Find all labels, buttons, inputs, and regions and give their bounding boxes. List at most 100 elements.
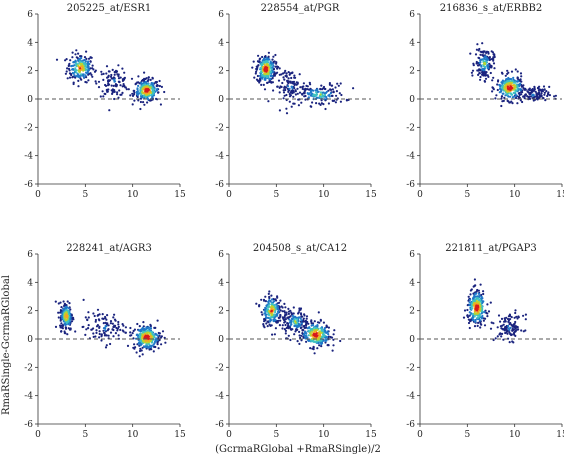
- data-point: [474, 53, 478, 56]
- data-point: [60, 306, 63, 309]
- data-point: [104, 346, 108, 349]
- data-point: [327, 94, 330, 97]
- data-point: [337, 84, 340, 87]
- data-point: [489, 301, 492, 304]
- data-point: [285, 313, 288, 316]
- data-point: [485, 51, 488, 55]
- data-point: [130, 77, 134, 80]
- data-point: [470, 307, 474, 310]
- data-point: [278, 67, 281, 70]
- data-point: [477, 49, 480, 52]
- data-point: [140, 337, 143, 340]
- data-point: [124, 331, 127, 334]
- data-point: [495, 94, 498, 97]
- data-point: [263, 88, 267, 91]
- data-point: [515, 94, 518, 97]
- data-point: [540, 92, 543, 95]
- data-point: [481, 314, 484, 318]
- data-point: [291, 82, 294, 85]
- y-tick-label: 2: [218, 67, 224, 77]
- data-point: [287, 307, 290, 310]
- data-point: [113, 313, 116, 316]
- data-point: [295, 83, 298, 86]
- data-point: [63, 330, 66, 333]
- data-point: [114, 83, 117, 86]
- data-point: [522, 314, 525, 317]
- data-point: [479, 322, 482, 325]
- data-point: [71, 56, 74, 59]
- data-point: [312, 345, 315, 348]
- data-point: [270, 294, 273, 297]
- data-point: [278, 324, 281, 327]
- data-point: [305, 324, 308, 327]
- data-point: [131, 103, 134, 106]
- data-point: [110, 73, 113, 77]
- data-point: [281, 306, 284, 309]
- data-point: [267, 51, 270, 54]
- data-point: [554, 94, 558, 97]
- data-point: [490, 50, 493, 53]
- data-point: [133, 343, 136, 346]
- data-point: [132, 329, 135, 333]
- data-point: [468, 311, 471, 314]
- data-point: [268, 303, 271, 306]
- data-point: [499, 90, 503, 93]
- data-point: [109, 320, 113, 323]
- y-tick-label: 4: [218, 278, 224, 288]
- data-point: [57, 311, 60, 314]
- data-point: [159, 103, 162, 106]
- data-point: [483, 57, 486, 61]
- data-point: [87, 327, 90, 330]
- data-point: [506, 72, 509, 75]
- data-point: [319, 88, 322, 91]
- data-point: [100, 333, 103, 336]
- data-point: [133, 89, 136, 92]
- data-point: [482, 51, 485, 54]
- data-point: [252, 60, 255, 63]
- data-point: [507, 315, 510, 318]
- data-point: [507, 320, 510, 323]
- y-tick-label: -6: [215, 420, 224, 430]
- data-point: [66, 300, 69, 303]
- data-point: [267, 292, 270, 295]
- data-point: [283, 302, 286, 305]
- data-point: [113, 73, 116, 76]
- data-point: [302, 336, 305, 339]
- data-point: [524, 93, 527, 96]
- data-point: [104, 334, 107, 337]
- data-point: [141, 346, 144, 349]
- data-point: [507, 327, 510, 330]
- data-point: [302, 82, 305, 85]
- data-point: [276, 67, 279, 70]
- data-point: [264, 300, 267, 303]
- data-point: [307, 88, 310, 91]
- data-point: [256, 65, 259, 69]
- data-point: [321, 88, 324, 91]
- chart-title: 216836_s_at/ERBB2: [440, 3, 543, 14]
- data-point: [161, 330, 165, 333]
- data-point: [311, 322, 315, 325]
- chart-title: 221811_at/PGAP3: [445, 243, 537, 254]
- data-point: [111, 88, 114, 91]
- data-point: [331, 88, 334, 91]
- data-point: [511, 340, 514, 343]
- y-tick-label: -4: [24, 392, 33, 402]
- data-point: [262, 323, 265, 326]
- data-point: [543, 91, 547, 94]
- y-tick-label: -2: [406, 363, 415, 373]
- x-tick-label: 0: [226, 190, 232, 200]
- data-point: [293, 74, 296, 77]
- data-point: [324, 107, 327, 111]
- data-point: [107, 88, 110, 91]
- data-point: [287, 310, 291, 313]
- data-point: [462, 316, 466, 319]
- data-point: [68, 76, 72, 79]
- data-point: [476, 324, 479, 327]
- data-point: [320, 331, 323, 334]
- data-point: [264, 295, 267, 298]
- data-point: [305, 332, 308, 335]
- data-point: [101, 313, 104, 316]
- data-point: [504, 74, 507, 77]
- data-point: [332, 333, 335, 336]
- data-point: [483, 79, 486, 83]
